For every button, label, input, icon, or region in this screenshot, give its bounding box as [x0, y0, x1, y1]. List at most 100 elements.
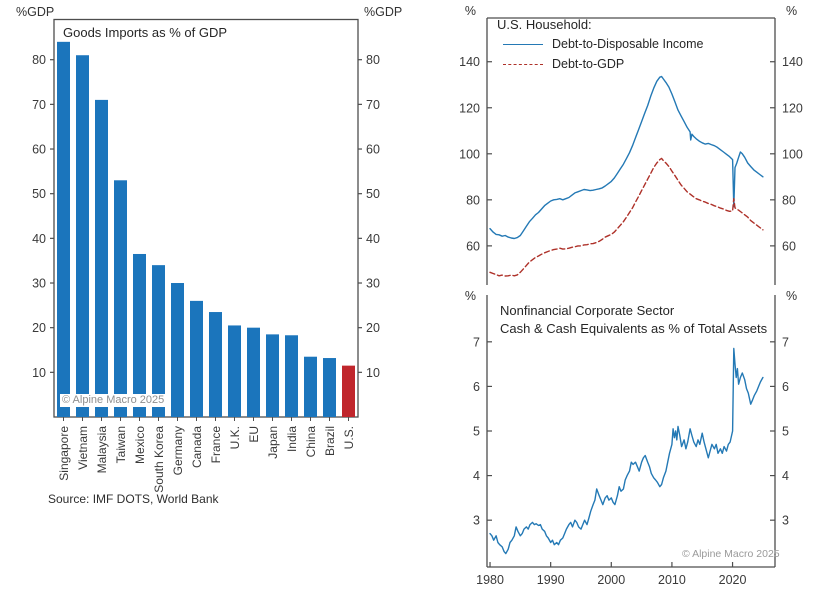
- legend-item-debt-to-disposable-income: Debt-to-Disposable Income: [503, 37, 703, 51]
- household-legend: U.S. Household: Debt-to-Disposable Incom…: [497, 17, 703, 77]
- svg-text:10: 10: [366, 366, 380, 380]
- bar-china: [304, 356, 317, 417]
- svg-text:6: 6: [473, 380, 480, 394]
- svg-text:30: 30: [32, 277, 46, 291]
- legend-label: Debt-to-Disposable Income: [552, 37, 704, 51]
- svg-text:80: 80: [782, 193, 796, 207]
- svg-text:4: 4: [782, 469, 789, 483]
- svg-text:3: 3: [473, 514, 480, 528]
- svg-text:10: 10: [32, 366, 46, 380]
- household-debt-plot: 60 60 80 80 100 100 120 120 140 140: [459, 17, 803, 285]
- svg-text:40: 40: [32, 232, 46, 246]
- svg-text:2010: 2010: [658, 573, 686, 587]
- svg-text:20: 20: [32, 321, 46, 335]
- x-category-label: Singapore: [57, 426, 71, 481]
- series-debt-to-disposable-income: [489, 75, 764, 240]
- solid-line-swatch-icon: [503, 43, 543, 45]
- bar-axis-unit-left: %GDP: [16, 5, 55, 19]
- svg-text:50: 50: [366, 187, 380, 201]
- svg-text:80: 80: [366, 53, 380, 67]
- svg-text:60: 60: [466, 239, 480, 253]
- x-category-label: Vietnam: [76, 426, 90, 470]
- x-category-label: Malaysia: [95, 426, 109, 474]
- svg-text:5: 5: [782, 425, 789, 439]
- x-category-label: U.S.: [342, 426, 356, 449]
- svg-text:120: 120: [459, 101, 480, 115]
- svg-text:5: 5: [473, 425, 480, 439]
- legend-item-debt-to-gdp: Debt-to-GDP: [503, 57, 703, 71]
- svg-text:7: 7: [473, 335, 480, 349]
- svg-text:120: 120: [782, 101, 803, 115]
- household-axis-unit-left: %: [464, 4, 476, 18]
- bar-brazil: [323, 358, 336, 417]
- svg-text:70: 70: [32, 98, 46, 112]
- svg-text:30: 30: [366, 277, 380, 291]
- svg-text:50: 50: [32, 187, 46, 201]
- series-debt-to-gdp: [489, 157, 764, 277]
- svg-text:6: 6: [782, 380, 789, 394]
- svg-text:80: 80: [466, 193, 480, 207]
- svg-text:7: 7: [782, 335, 789, 349]
- svg-text:140: 140: [782, 55, 803, 69]
- svg-text:2020: 2020: [719, 573, 747, 587]
- svg-text:2000: 2000: [597, 573, 625, 587]
- svg-text:1990: 1990: [537, 573, 565, 587]
- bar-canada: [190, 300, 203, 417]
- bar-chart-title: Goods Imports as % of GDP: [63, 25, 228, 40]
- svg-text:140: 140: [459, 55, 480, 69]
- svg-text:40: 40: [366, 232, 380, 246]
- bar-chart-watermark: © Alpine Macro 2025: [60, 394, 167, 407]
- household-chart-title: U.S. Household:: [497, 17, 592, 32]
- bar-singapore: [57, 41, 70, 418]
- x-category-label: South Korea: [152, 426, 166, 493]
- cash-chart-watermark: © Alpine Macro 2025: [682, 548, 780, 560]
- bar-eu: [247, 327, 260, 417]
- svg-text:70: 70: [366, 98, 380, 112]
- x-category-label: India: [285, 426, 299, 452]
- x-category-label: France: [209, 426, 223, 464]
- goods-imports-plot: 10 10 20 20 30 30 40 40 50 50 60 60 70 70 80 80 Singapor…: [32, 18, 380, 493]
- bar-malaysia: [95, 99, 108, 418]
- corporate-cash-plot: 3 3 4 4 5 5 6 6 7 7 1980 1990 2000 2010 2020: [473, 295, 789, 587]
- bar-germany: [171, 283, 184, 417]
- cash-axis-unit-left: %: [464, 289, 476, 303]
- x-category-label: Japan: [266, 426, 280, 459]
- household-axis-unit-right: %: [786, 4, 798, 18]
- svg-text:1980: 1980: [476, 573, 504, 587]
- bar-u-k-: [228, 325, 241, 417]
- x-category-label: EU: [247, 426, 261, 443]
- bar-vietnam: [76, 55, 89, 417]
- bar-france: [209, 312, 222, 417]
- source-note: Source: IMF DOTS, World Bank: [48, 492, 219, 506]
- bar-axis-unit-right: %GDP: [364, 5, 403, 19]
- x-category-label: Taiwan: [114, 426, 128, 463]
- svg-text:60: 60: [782, 239, 796, 253]
- x-category-label: Canada: [190, 426, 204, 468]
- dashed-line-swatch-icon: [503, 63, 543, 65]
- svg-text:20: 20: [366, 321, 380, 335]
- svg-text:100: 100: [459, 147, 480, 161]
- legend-label: Debt-to-GDP: [552, 57, 625, 71]
- cash-axis-unit-right: %: [786, 289, 798, 303]
- bar-japan: [266, 334, 279, 417]
- x-category-label: Germany: [171, 426, 185, 475]
- svg-text:3: 3: [782, 514, 789, 528]
- svg-text:100: 100: [782, 147, 803, 161]
- series-cash-to-total-assets: [489, 347, 764, 555]
- bar-india: [285, 335, 298, 417]
- x-category-label: Mexico: [133, 426, 147, 464]
- bar-south-korea: [152, 265, 165, 417]
- x-category-label: Brazil: [323, 426, 337, 456]
- svg-text:60: 60: [32, 143, 46, 157]
- bar-u-s-: [342, 365, 355, 417]
- x-category-label: U.K.: [228, 426, 242, 449]
- bar-taiwan: [114, 180, 127, 417]
- cash-chart-title-line2: Cash & Cash Equivalents as % of Total As…: [500, 321, 768, 336]
- svg-text:80: 80: [32, 53, 46, 67]
- cash-chart-title-line1: Nonfinancial Corporate Sector: [500, 303, 675, 318]
- cash-chart-title: Nonfinancial Corporate Sector Cash & Cas…: [500, 302, 767, 338]
- svg-text:60: 60: [366, 143, 380, 157]
- svg-text:4: 4: [473, 469, 480, 483]
